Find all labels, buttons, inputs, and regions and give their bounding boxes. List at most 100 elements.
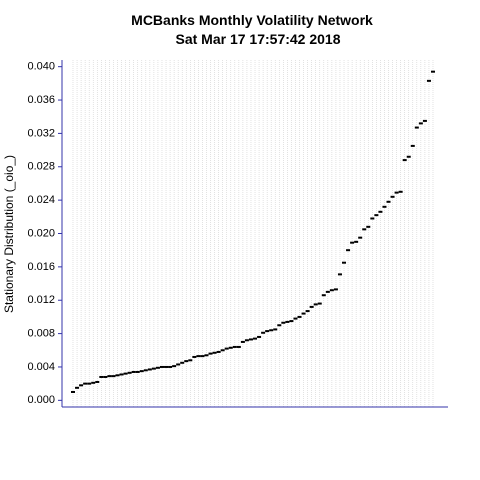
- point: [83, 382, 88, 385]
- point: [414, 126, 419, 129]
- y-tick-label: 0.000: [27, 394, 55, 406]
- point: [386, 200, 391, 203]
- y-tick-label: 0.016: [27, 261, 55, 273]
- point: [75, 386, 80, 389]
- point: [188, 359, 193, 362]
- point: [180, 361, 185, 364]
- point: [265, 330, 270, 333]
- point: [71, 390, 75, 393]
- point: [208, 352, 213, 355]
- point: [107, 375, 112, 378]
- point: [212, 351, 217, 354]
- point: [293, 317, 298, 320]
- point: [248, 338, 253, 341]
- chart-title: MCBanks Monthly Volatility Network: [131, 12, 373, 28]
- y-axis-label: Stationary Distribution (_oio_): [2, 155, 16, 313]
- y-tick-label: 0.020: [27, 227, 55, 239]
- point: [390, 195, 395, 198]
- point: [220, 349, 225, 352]
- point: [418, 122, 423, 125]
- point: [139, 370, 144, 373]
- point: [228, 346, 233, 349]
- point: [313, 303, 318, 306]
- point: [143, 369, 148, 372]
- point: [273, 328, 278, 331]
- point: [261, 331, 266, 334]
- point: [426, 79, 431, 82]
- point: [99, 375, 104, 378]
- point: [79, 384, 84, 387]
- point: [374, 214, 379, 217]
- point: [333, 288, 338, 291]
- point: [196, 355, 201, 358]
- point: [422, 119, 427, 122]
- point: [354, 240, 359, 243]
- point: [87, 382, 92, 385]
- point: [350, 241, 355, 244]
- point: [103, 375, 108, 378]
- point: [168, 365, 173, 368]
- y-tick-label: 0.028: [27, 161, 55, 173]
- point: [91, 381, 96, 384]
- y-tick-label: 0.008: [27, 328, 55, 340]
- point: [176, 363, 181, 366]
- point: [131, 370, 136, 373]
- point: [232, 345, 237, 348]
- point: [95, 380, 100, 383]
- point: [297, 315, 302, 318]
- y-tick-label: 0.036: [27, 94, 55, 106]
- point: [277, 324, 282, 327]
- point: [346, 249, 351, 252]
- point: [309, 305, 314, 308]
- point: [281, 321, 286, 324]
- y-tick-label: 0.012: [27, 294, 55, 306]
- point: [135, 370, 140, 373]
- point: [123, 372, 128, 375]
- point: [410, 144, 415, 147]
- point: [329, 289, 334, 292]
- point: [159, 365, 164, 368]
- point: [342, 261, 347, 264]
- point: [164, 365, 169, 368]
- point: [317, 302, 322, 305]
- point: [257, 335, 262, 338]
- point: [253, 337, 258, 340]
- point: [155, 366, 160, 369]
- y-tick-label: 0.024: [27, 194, 55, 206]
- point: [192, 355, 197, 358]
- point: [269, 329, 274, 332]
- point: [301, 312, 306, 315]
- point: [402, 159, 407, 162]
- point: [147, 368, 152, 371]
- point: [224, 347, 229, 350]
- point: [325, 290, 330, 293]
- point: [305, 310, 310, 313]
- y-tick-label: 0.032: [27, 127, 55, 139]
- point: [431, 70, 435, 73]
- point: [398, 190, 403, 193]
- point: [172, 365, 177, 368]
- point: [151, 367, 156, 370]
- point: [127, 371, 132, 374]
- point: [406, 155, 411, 158]
- point: [111, 375, 116, 378]
- y-tick-label: 0.004: [27, 361, 55, 373]
- point: [370, 217, 375, 220]
- point: [285, 320, 290, 323]
- point: [119, 373, 124, 376]
- point: [216, 350, 221, 353]
- y-tick-label: 0.040: [27, 61, 55, 73]
- point: [358, 236, 363, 239]
- point: [321, 294, 326, 297]
- point: [378, 210, 383, 213]
- point: [240, 340, 245, 343]
- point: [382, 205, 387, 208]
- point: [362, 228, 367, 231]
- point: [394, 191, 399, 194]
- point: [184, 360, 189, 363]
- point: [204, 354, 209, 357]
- point: [337, 273, 342, 276]
- point: [289, 320, 294, 323]
- point: [366, 225, 371, 228]
